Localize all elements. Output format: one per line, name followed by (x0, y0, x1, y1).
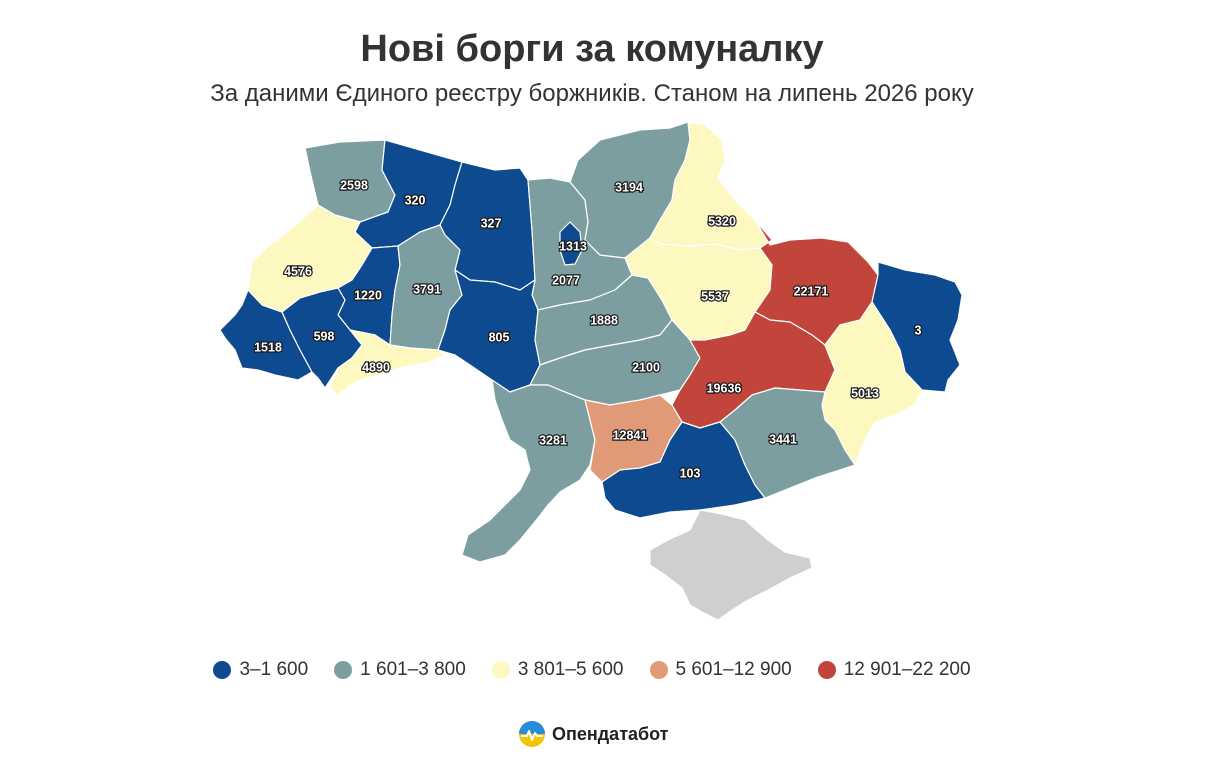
region-value-zaporizhzhia: 3441 (769, 432, 797, 446)
region-value-rivne: 320 (405, 193, 426, 207)
legend-swatch (213, 661, 232, 679)
region-value-sumy: 5320 (708, 214, 736, 228)
region-value-ivano-frankivsk: 598 (314, 329, 335, 343)
region-value-khmelnytskyi: 3791 (413, 282, 441, 296)
legend-item: 5 601–12 900 (649, 659, 792, 681)
region-value-odesa: 3281 (539, 433, 567, 447)
region-value-dnipropetrovsk: 19636 (707, 381, 742, 395)
region-value-donetsk: 5013 (851, 386, 879, 400)
region-value-ternopil: 1220 (354, 288, 382, 302)
map-title: Нові борги за комуналку (360, 28, 824, 70)
map-legend: 3–1 600 1 601–3 800 3 801–5 600 5 601–12… (0, 659, 1184, 681)
region-value-kharkiv: 22171 (794, 284, 829, 298)
legend-item: 12 901–22 200 (817, 659, 971, 681)
region-value-kherson: 103 (680, 466, 701, 480)
region-odesa[interactable] (461, 379, 596, 563)
legend-swatch (817, 661, 836, 679)
region-value-cherkasy: 1888 (590, 313, 618, 327)
region-value-poltava: 5537 (701, 289, 729, 303)
region-zaporizhzhia[interactable] (719, 387, 856, 499)
region-value-zhytomyr: 327 (481, 216, 502, 230)
legend-label: 1 601–3 800 (360, 659, 466, 680)
region-value-mykolaiv: 12841 (613, 428, 648, 442)
region-value-chernihiv: 3194 (615, 180, 643, 194)
legend-label: 12 901–22 200 (843, 659, 971, 680)
legend-label: 3 801–5 600 (517, 659, 624, 680)
region-value-kyiv-city: 1313 (559, 239, 587, 253)
legend-swatch (334, 661, 353, 679)
region-value-kirovohrad: 2100 (632, 360, 660, 374)
brand[interactable]: Опендатабот (518, 720, 669, 748)
legend-swatch (491, 661, 510, 679)
region-value-luhansk: 3 (915, 323, 922, 337)
region-value-vinnytsia: 805 (489, 330, 510, 344)
opendatabot-logo-icon (519, 721, 545, 747)
region-kyiv-city[interactable] (559, 221, 583, 266)
region-value-kyiv-oblast: 2077 (552, 273, 580, 287)
region-value-volyn: 2598 (340, 178, 368, 192)
legend-item: 3–1 600 (213, 659, 308, 681)
legend-item: 1 601–3 800 (334, 659, 466, 681)
region-value-zakarpattia: 1518 (254, 340, 282, 354)
region-value-lviv: 4576 (284, 264, 312, 278)
region-crimea[interactable] (649, 509, 813, 621)
ukraine-map: 2598 320 327 1313 2077 3194 5320 4576 12… (219, 121, 963, 621)
region-chernivtsi[interactable] (329, 329, 446, 396)
legend-swatch (649, 661, 668, 679)
legend-item: 3 801–5 600 (491, 659, 624, 681)
brand-name: Опендатабот (552, 723, 669, 744)
legend-label: 3–1 600 (239, 659, 309, 680)
region-value-chernivtsi: 4890 (362, 360, 390, 374)
map-subtitle: За даними Єдиного реєстру боржників. Ста… (210, 80, 974, 107)
legend-label: 5 601–12 900 (675, 659, 792, 680)
